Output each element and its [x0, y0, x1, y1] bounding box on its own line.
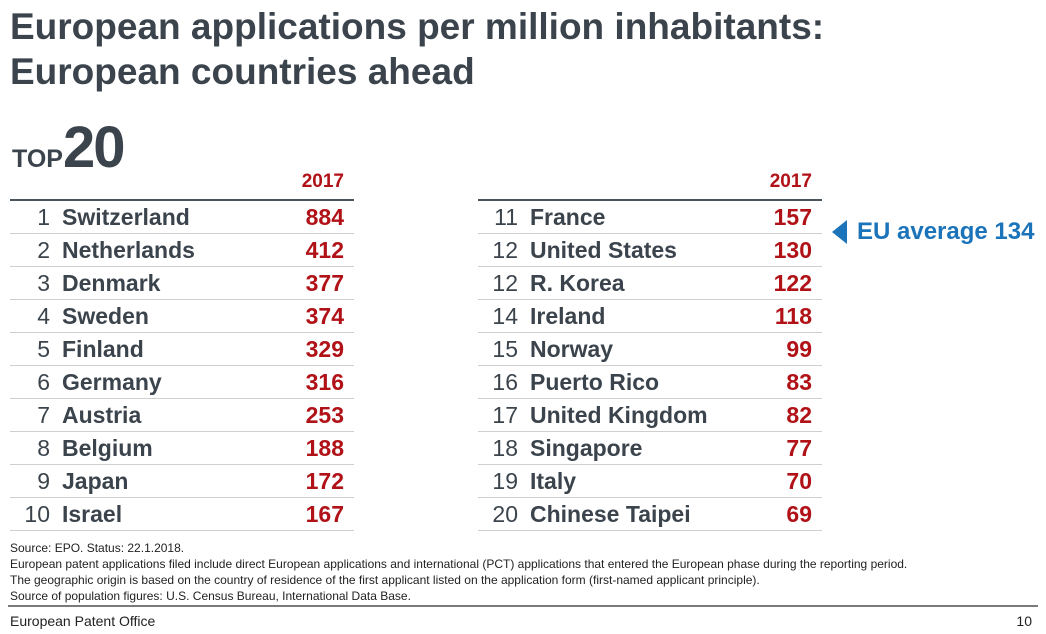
table-row: 14Ireland118: [478, 300, 822, 333]
table-row: 8Belgium188: [10, 432, 354, 465]
rank: 6: [10, 369, 62, 396]
country-name: Italy: [530, 468, 786, 495]
country-name: Belgium: [62, 435, 306, 462]
page-title: European applications per million inhabi…: [10, 4, 824, 94]
rank: 9: [10, 468, 62, 495]
table-row: 20Chinese Taipei69: [478, 498, 822, 531]
rank: 2: [10, 237, 62, 264]
value: 253: [306, 402, 354, 429]
country-name: Norway: [530, 336, 786, 363]
rank: 3: [10, 270, 62, 297]
country-name: Denmark: [62, 270, 306, 297]
value: 70: [786, 468, 822, 495]
note: European patent applications filed inclu…: [10, 556, 907, 572]
rank: 19: [478, 468, 530, 495]
value: 374: [306, 303, 354, 330]
note: Source of population figures: U.S. Censu…: [10, 588, 907, 604]
value: 69: [786, 501, 822, 528]
rank: 17: [478, 402, 530, 429]
rank: 10: [10, 501, 62, 528]
rank: 16: [478, 369, 530, 396]
country-name: Puerto Rico: [530, 369, 786, 396]
value: 316: [306, 369, 354, 396]
table-row: 5Finland329: [10, 333, 354, 366]
country-name: France: [530, 204, 774, 231]
value: 884: [306, 204, 354, 231]
table-row: 12United States130: [478, 234, 822, 267]
table-row: 7Austria253: [10, 399, 354, 432]
table-row: 4Sweden374: [10, 300, 354, 333]
value: 77: [786, 435, 822, 462]
title-line-2: European countries ahead: [10, 49, 824, 94]
table-row: 18Singapore77: [478, 432, 822, 465]
value: 172: [306, 468, 354, 495]
eu-average-label: EU average 134: [857, 218, 1034, 246]
country-name: United States: [530, 237, 774, 264]
value: 130: [774, 237, 822, 264]
country-name: R. Korea: [530, 270, 774, 297]
rank: 14: [478, 303, 530, 330]
rank: 8: [10, 435, 62, 462]
country-name: Finland: [62, 336, 306, 363]
country-name: Ireland: [530, 303, 775, 330]
year-header: 2017: [10, 168, 354, 199]
footer-divider: [8, 605, 1038, 607]
country-name: Germany: [62, 369, 306, 396]
source-notes: Source: EPO. Status: 22.1.2018. European…: [10, 540, 907, 604]
table-row: 9Japan172: [10, 465, 354, 498]
country-name: United Kingdom: [530, 402, 786, 429]
table-row: 11France157: [478, 201, 822, 234]
value: 329: [306, 336, 354, 363]
table-row: 3Denmark377: [10, 267, 354, 300]
table-row: 10Israel167: [10, 498, 354, 531]
country-name: Japan: [62, 468, 306, 495]
country-name: Chinese Taipei: [530, 501, 786, 528]
value: 99: [786, 336, 822, 363]
title-line-1: European applications per million inhabi…: [10, 4, 824, 49]
value: 377: [306, 270, 354, 297]
rank: 15: [478, 336, 530, 363]
ranking-table-right: 2017 11France15712United States13012R. K…: [478, 168, 822, 531]
page-number: 10: [1016, 613, 1032, 629]
table-row: 1Switzerland884: [10, 201, 354, 234]
country-name: Switzerland: [62, 204, 306, 231]
arrow-left-icon: [832, 220, 847, 244]
rank: 5: [10, 336, 62, 363]
country-name: Israel: [62, 501, 306, 528]
note: Source: EPO. Status: 22.1.2018.: [10, 540, 907, 556]
year-header: 2017: [478, 168, 822, 199]
ranking-table-left: 2017 1Switzerland8842Netherlands4123Denm…: [10, 168, 354, 531]
country-name: Austria: [62, 402, 306, 429]
value: 188: [306, 435, 354, 462]
table-row: 2Netherlands412: [10, 234, 354, 267]
value: 167: [306, 501, 354, 528]
value: 82: [786, 402, 822, 429]
rank: 1: [10, 204, 62, 231]
note: The geographic origin is based on the co…: [10, 572, 907, 588]
table-row: 16Puerto Rico83: [478, 366, 822, 399]
rank: 7: [10, 402, 62, 429]
country-name: Singapore: [530, 435, 786, 462]
value: 412: [306, 237, 354, 264]
table-row: 6Germany316: [10, 366, 354, 399]
country-name: Sweden: [62, 303, 306, 330]
eu-average-callout: EU average 134: [832, 218, 1034, 246]
table-row: 19Italy70: [478, 465, 822, 498]
rank: 4: [10, 303, 62, 330]
value: 157: [774, 204, 822, 231]
rank: 12: [478, 237, 530, 264]
table-row: 17United Kingdom82: [478, 399, 822, 432]
rank: 20: [478, 501, 530, 528]
value: 122: [774, 270, 822, 297]
table-row: 15Norway99: [478, 333, 822, 366]
rank: 11: [478, 204, 530, 231]
footer-org: European Patent Office: [10, 613, 155, 629]
value: 83: [786, 369, 822, 396]
rank: 12: [478, 270, 530, 297]
country-name: Netherlands: [62, 237, 306, 264]
table-row: 12R. Korea122: [478, 267, 822, 300]
value: 118: [775, 303, 822, 330]
rank: 18: [478, 435, 530, 462]
